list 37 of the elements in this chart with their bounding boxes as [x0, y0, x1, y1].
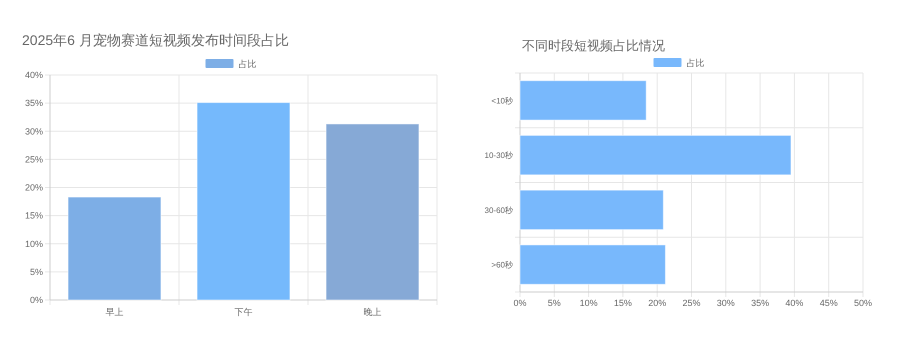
- bar: [520, 244, 666, 285]
- y-tick-label: 40%: [24, 70, 43, 80]
- x-tick-label: 35%: [751, 298, 770, 308]
- x-tick-label: 15%: [614, 298, 632, 308]
- y-tick-label: 10%: [24, 238, 43, 249]
- bar: [520, 80, 647, 121]
- bar: [326, 123, 420, 300]
- y-tick-label: 30-60秒: [484, 206, 513, 215]
- y-tick-label: >60秒: [491, 260, 513, 270]
- x-tick-label: 20%: [648, 298, 666, 308]
- x-tick-label: 下午: [234, 307, 252, 317]
- legend-label: 占比: [686, 58, 704, 68]
- x-tick-label: 5%: [548, 298, 561, 308]
- y-tick-label: 15%: [24, 210, 43, 221]
- legend-label: 占比: [238, 59, 256, 69]
- bar: [196, 102, 290, 300]
- x-tick-label: 30%: [716, 298, 735, 308]
- x-tick-label: 40%: [785, 298, 804, 308]
- y-tick-label: 10-30秒: [484, 151, 513, 160]
- y-tick-label: 25%: [24, 154, 43, 164]
- chart-title: 2025年6 月宠物赛道短视频发布时间段占比: [22, 32, 289, 48]
- y-tick-label: 30%: [24, 126, 43, 136]
- x-tick-label: 50%: [854, 298, 872, 308]
- y-tick-label: 5%: [30, 266, 43, 277]
- bar: [520, 134, 792, 176]
- x-tick-label: 45%: [820, 298, 838, 308]
- bar: [520, 190, 664, 230]
- y-tick-label: 35%: [24, 98, 43, 108]
- y-tick-label: <10秒: [491, 96, 513, 106]
- x-tick-label: 0%: [513, 298, 527, 308]
- chart-title: 不同时段短视频占比情况: [522, 38, 665, 53]
- x-tick-label: 晚上: [364, 307, 382, 317]
- y-tick-label: 20%: [24, 182, 43, 192]
- x-tick-label: 25%: [682, 298, 701, 308]
- bar: [68, 196, 162, 300]
- x-tick-label: 10%: [580, 298, 598, 308]
- x-tick-label: 早上: [106, 307, 124, 317]
